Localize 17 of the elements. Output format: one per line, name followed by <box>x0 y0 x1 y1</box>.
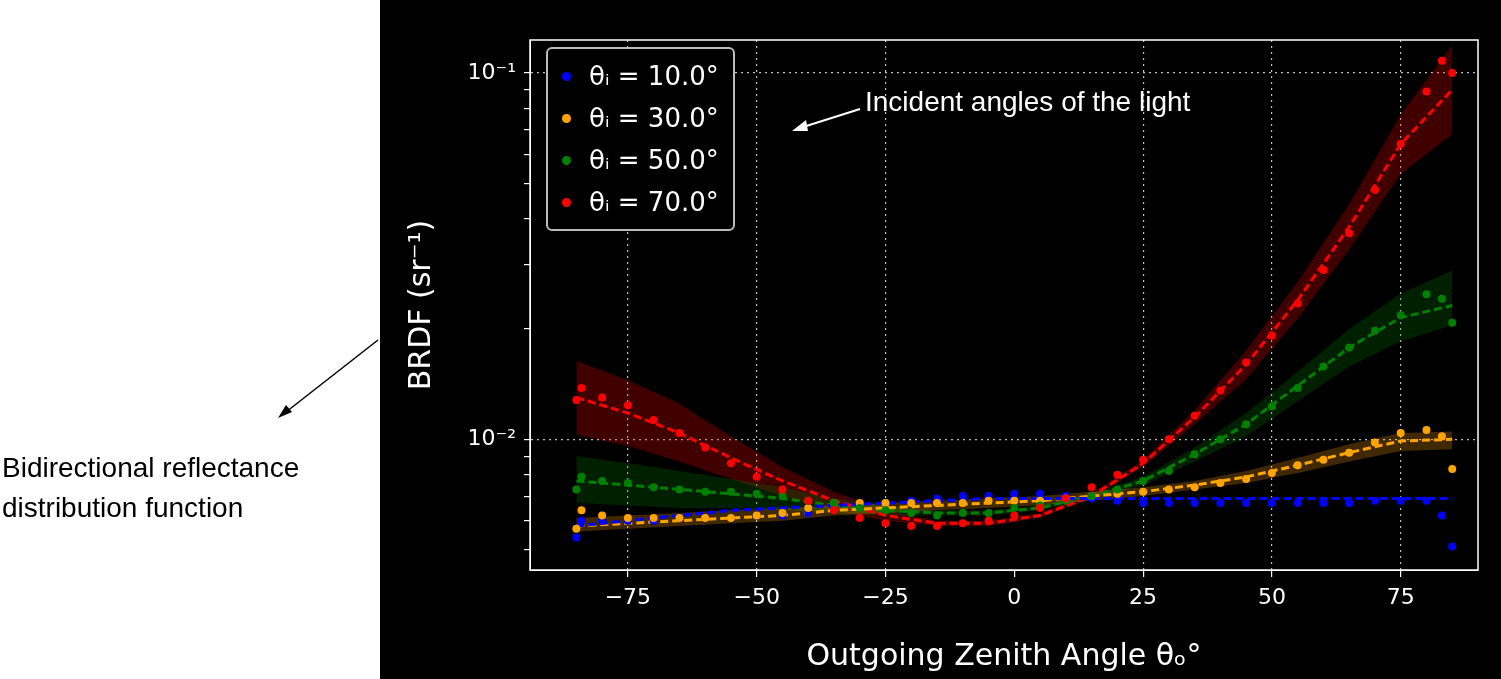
legend-label: θᵢ = 30.0° <box>589 103 719 133</box>
x-axis-title: Outgoing Zenith Angle θₒ° <box>806 636 1202 672</box>
legend-label: θᵢ = 50.0° <box>589 145 719 175</box>
y-tick-label: 10⁻¹ <box>467 58 516 84</box>
legend-label: θᵢ = 10.0° <box>589 61 719 91</box>
x-tick-label: −75 <box>604 583 652 609</box>
x-tick-label: −25 <box>862 583 909 609</box>
x-tick-label: −50 <box>733 583 780 609</box>
x-tick-label: 0 <box>1007 583 1022 609</box>
y-axis-title: BRDF (sr⁻¹) <box>401 219 437 391</box>
x-tick-label: 75 <box>1386 583 1415 609</box>
legend-label: θᵢ = 70.0° <box>589 187 719 217</box>
x-tick-label: 50 <box>1257 583 1286 609</box>
y-tick-label: 10⁻² <box>467 425 516 451</box>
x-tick-label: 25 <box>1129 583 1158 609</box>
annotation: Incident angles of the light <box>865 86 1191 118</box>
text: Bidirectional reflectance distribution function <box>2 451 301 525</box>
